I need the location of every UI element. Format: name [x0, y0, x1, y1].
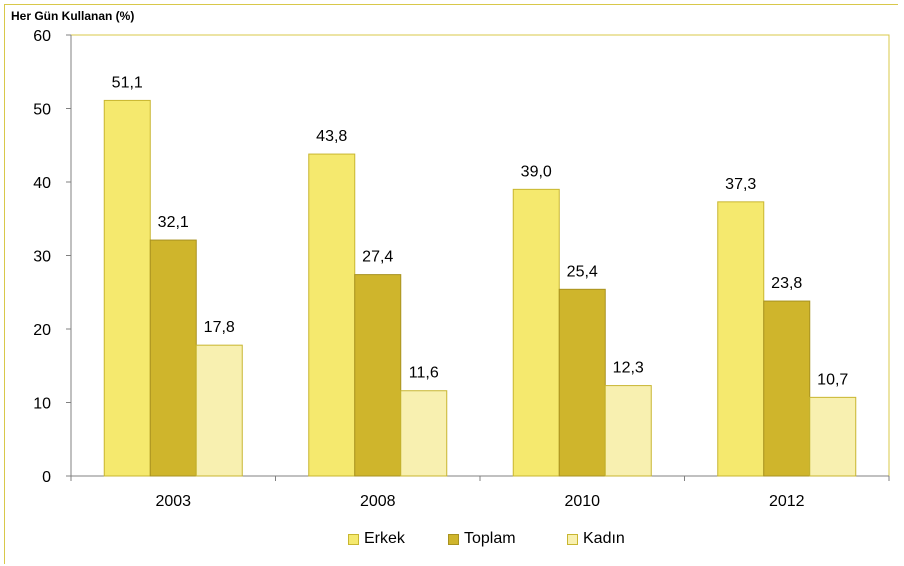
y-tick-label: 50 [33, 102, 51, 119]
legend-swatch [448, 533, 459, 545]
legend: Erkek Toplam Kadın [0, 530, 904, 554]
y-ticks: 0 10 20 30 40 50 60 [33, 28, 71, 486]
chart-frame [4, 4, 898, 564]
legend-item-erkek: Erkek [348, 530, 405, 548]
data-label: 12,3 [613, 360, 644, 377]
bar-erkek-2012 [717, 201, 765, 477]
x-tick-label: 2012 [769, 493, 805, 510]
y-tick-label: 0 [42, 469, 51, 486]
y-tick-label: 60 [33, 28, 51, 45]
bar-toplam-2008 [354, 274, 402, 477]
data-labels: 51,1 32,1 17,8 43,8 27,4 11,6 39,0 25,4 12,3 37,3… [112, 74, 849, 388]
bars [103, 99, 857, 477]
y-tick-label: 30 [33, 249, 51, 266]
data-label: 10,7 [817, 371, 848, 388]
bar-erkek-2008 [308, 153, 356, 477]
data-label: 25,4 [567, 263, 598, 280]
data-label: 23,8 [771, 275, 802, 292]
bar-toplam-2012 [763, 300, 811, 477]
bar-erkek-2010 [512, 188, 560, 477]
x-tick-label: 2003 [155, 493, 191, 510]
bar-kadın-2003 [195, 344, 243, 477]
y-tick-label: 10 [33, 396, 51, 413]
y-tick-label: 20 [33, 322, 51, 339]
y-tick-label: 40 [33, 175, 51, 192]
bar-kadın-2012 [809, 396, 857, 477]
data-label: 43,8 [316, 128, 347, 145]
legend-swatch [348, 533, 359, 545]
legend-item-toplam: Toplam [448, 530, 516, 548]
data-label: 11,6 [409, 365, 439, 382]
x-ticks: 2003 2008 2010 2012 [70, 476, 890, 510]
bar-toplam-2010 [558, 288, 606, 477]
bar-kadın-2008 [400, 390, 448, 477]
bar-kadın-2010 [604, 385, 652, 477]
data-label: 39,0 [521, 163, 552, 180]
data-label: 51,1 [112, 74, 143, 91]
data-label: 27,4 [362, 249, 393, 266]
x-tick-label: 2010 [564, 493, 600, 510]
x-tick-label: 2008 [360, 493, 396, 510]
bar-erkek-2003 [103, 99, 151, 477]
y-axis-title: Her Gün Kullanan (%) [11, 9, 135, 23]
legend-label: Kadın [583, 530, 625, 547]
legend-label: Erkek [364, 530, 405, 547]
data-label: 17,8 [204, 319, 235, 336]
legend-label: Toplam [464, 530, 516, 547]
legend-item-kadın: Kadın [567, 530, 625, 548]
data-label: 32,1 [158, 214, 189, 231]
bar-toplam-2003 [149, 239, 197, 477]
data-label: 37,3 [725, 176, 756, 193]
legend-swatch [567, 533, 578, 545]
